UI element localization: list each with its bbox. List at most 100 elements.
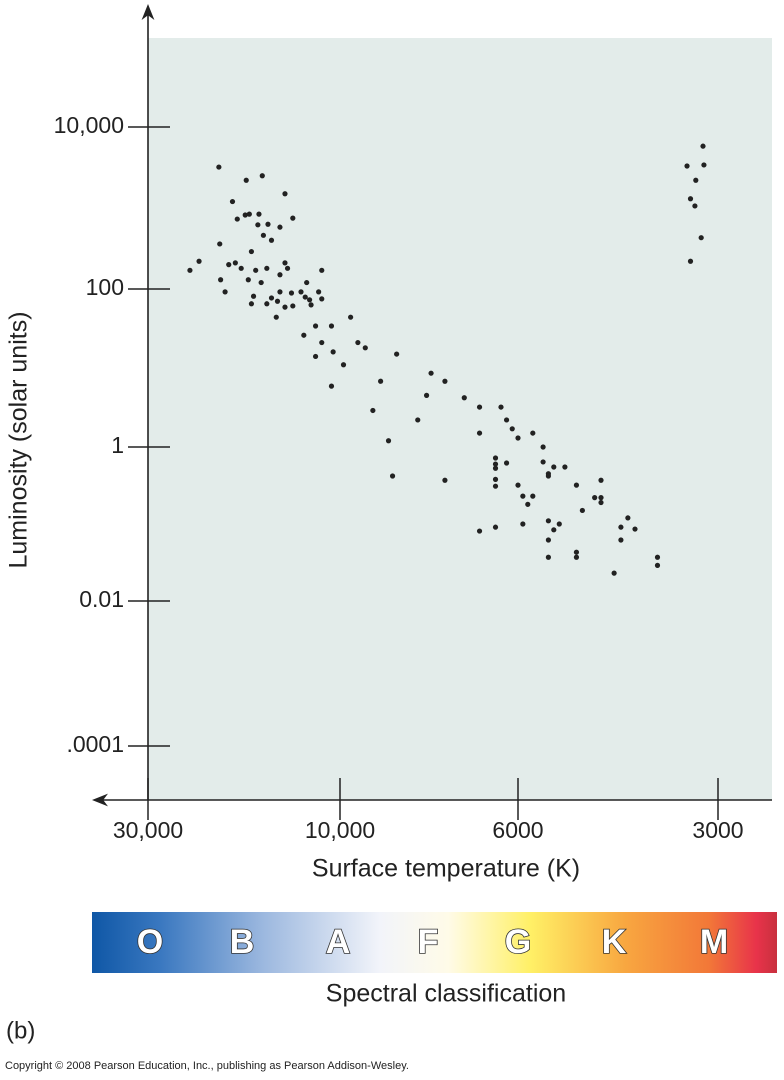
x-tick-label: 3000 (692, 817, 743, 843)
star-point (476, 404, 483, 410)
y-axis-title: Luminosity (solar units) (5, 311, 33, 568)
star-point (319, 267, 325, 273)
star-point (385, 438, 392, 444)
star-point (290, 303, 296, 309)
star-point (492, 455, 499, 461)
star-point (308, 302, 314, 308)
star-point (229, 198, 236, 205)
star-point (330, 349, 336, 355)
star-point (301, 332, 307, 338)
star-point (273, 314, 279, 320)
x-tick-label: 30,000 (113, 817, 183, 843)
star-point (545, 537, 552, 543)
star-point (654, 554, 661, 560)
star-point (277, 224, 283, 230)
star-point (282, 260, 288, 266)
star-point (253, 267, 259, 273)
star-point (598, 477, 604, 483)
star-point (498, 404, 504, 410)
star-point (556, 521, 562, 527)
star-point (264, 265, 270, 271)
star-point (492, 465, 499, 471)
star-point (415, 417, 421, 423)
star-point (288, 290, 295, 296)
star-point (687, 258, 694, 264)
spectral-class: M (700, 923, 728, 961)
star-point (423, 392, 430, 398)
star-point (218, 277, 224, 283)
star-point (290, 215, 296, 221)
star-point (545, 473, 552, 479)
star-point (692, 203, 698, 209)
star-point (258, 279, 264, 286)
star-point (316, 289, 322, 295)
star-point (355, 339, 361, 346)
star-point (250, 293, 257, 299)
star-point (515, 482, 521, 488)
star-point (328, 323, 335, 329)
star-point (520, 521, 526, 527)
star-point (545, 554, 552, 560)
star-point (222, 289, 228, 295)
star-point (216, 164, 222, 170)
star-point (598, 499, 604, 506)
star-point (503, 460, 510, 466)
star-point (243, 177, 249, 183)
star-point (264, 301, 270, 307)
spectral-class: G (505, 923, 531, 961)
star-point (302, 294, 308, 300)
star-point (274, 298, 281, 304)
star-point (700, 143, 706, 149)
star-point (592, 495, 598, 501)
star-point (298, 289, 304, 295)
y-tick-label: 1 (111, 432, 124, 458)
spectral-class: A (326, 923, 351, 961)
star-point (268, 295, 275, 301)
star-point (242, 212, 248, 218)
star-point (277, 272, 283, 278)
star-point (246, 211, 252, 217)
star-point (340, 362, 347, 368)
star-point (348, 314, 354, 320)
star-point (442, 378, 448, 384)
star-point (551, 464, 557, 470)
star-point (277, 289, 283, 295)
star-point (562, 464, 568, 470)
star-point (625, 515, 631, 521)
star-point (282, 304, 288, 310)
x-tick-label: 6000 (492, 817, 543, 843)
star-point (248, 248, 255, 255)
star-point (687, 196, 694, 202)
star-point (248, 301, 255, 307)
star-point (312, 353, 319, 360)
star-point (551, 527, 557, 533)
star-point (573, 549, 580, 555)
star-point (618, 537, 624, 543)
star-point (503, 417, 510, 423)
y-tick-label: .0001 (66, 731, 124, 757)
star-point (394, 351, 400, 357)
star-point (530, 493, 536, 499)
star-point (265, 221, 271, 227)
star-point (530, 430, 536, 436)
star-point (196, 258, 202, 264)
star-point (217, 241, 223, 247)
star-point (684, 163, 690, 169)
star-point (492, 483, 499, 489)
star-point (515, 435, 521, 441)
star-point (378, 378, 384, 384)
spectral-bar (92, 912, 777, 973)
star-point (545, 518, 552, 524)
star-point (476, 430, 483, 436)
x-tick-label: 10,000 (305, 817, 375, 843)
star-point (306, 297, 313, 303)
spectral-class: K (602, 923, 627, 961)
spectral-label: Spectral classification (326, 980, 566, 1008)
star-point (540, 444, 546, 450)
star-point (520, 493, 526, 499)
star-point (632, 526, 638, 532)
x-axis-title: Surface temperature (K) (312, 855, 580, 883)
star-point (573, 554, 580, 560)
star-point (611, 570, 617, 576)
star-point (256, 211, 262, 217)
